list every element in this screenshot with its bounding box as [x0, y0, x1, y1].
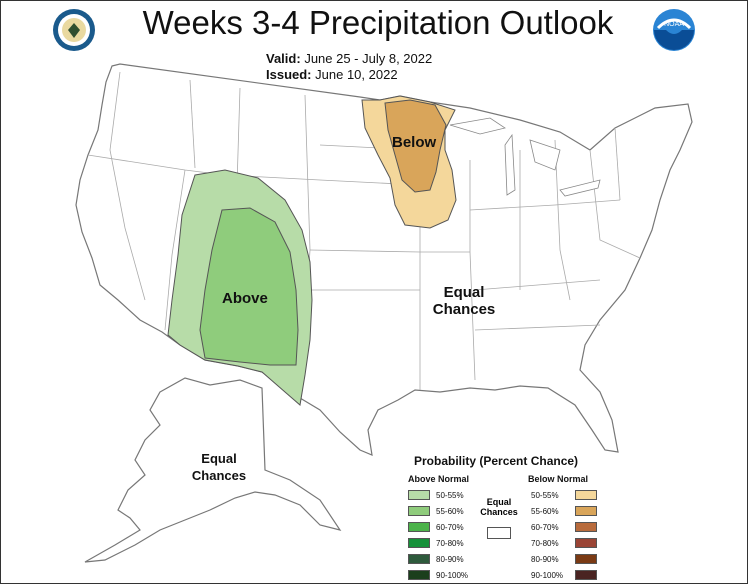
equal-chances-alaska-label: Equal Chances — [186, 450, 252, 484]
legend-above-row: 80-90% — [408, 554, 476, 564]
above-55-60-region — [199, 207, 299, 366]
equal-chances-alaska-line1: Equal — [201, 451, 237, 466]
legend-below-label: 55-60% — [531, 506, 559, 516]
legend-below-row: 50-55% — [531, 490, 597, 500]
legend-equal-line1: Equal — [486, 497, 512, 507]
alaska-outline — [84, 377, 342, 563]
noaa-logo-icon: NOAA — [653, 9, 695, 51]
legend-title: Probability (Percent Chance) — [414, 454, 579, 468]
legend-above-label: 70-80% — [436, 538, 464, 548]
equal-chances-alaska-line2: Chances — [191, 468, 247, 483]
legend-above-label: 80-90% — [436, 554, 464, 564]
legend-above-label: 90-100% — [436, 570, 469, 580]
legend-above-label: 55-60% — [436, 506, 464, 516]
issued-label: Issued: — [266, 67, 312, 82]
legend-below-row: 80-90% — [531, 554, 597, 564]
legend-below-swatch — [575, 490, 597, 500]
legend-below-swatch — [575, 554, 597, 564]
legend-below-label: 90-100% — [531, 570, 564, 580]
legend-above-label: 60-70% — [436, 522, 464, 532]
issued-date: Issued: June 10, 2022 — [266, 67, 398, 82]
legend-above-header: Above Normal — [408, 474, 470, 484]
legend-above-row: 70-80% — [408, 538, 476, 548]
legend-above-row: 50-55% — [408, 490, 476, 500]
legend-below-row: 70-80% — [531, 538, 597, 548]
legend-below-label: 70-80% — [531, 538, 559, 548]
legend-below-label: 80-90% — [531, 554, 559, 564]
legend-equal-chances-label: Equal Chances — [479, 497, 519, 517]
equal-chances-conus-line2: Chances — [432, 301, 496, 318]
legend-above-swatch — [408, 506, 430, 516]
legend-above-row: 60-70% — [408, 522, 476, 532]
legend-equal-chances-swatch — [487, 527, 511, 539]
legend-above-row: 90-100% — [408, 570, 476, 580]
page-title: Weeks 3-4 Precipitation Outlook — [142, 4, 614, 41]
issued-value: June 10, 2022 — [315, 67, 398, 82]
legend-above-swatch — [408, 570, 430, 580]
legend-above-swatch — [408, 522, 430, 532]
legend-above-swatch — [408, 538, 430, 548]
legend-below-row: 60-70% — [531, 522, 597, 532]
equal-chances-conus-line1: Equal — [443, 284, 485, 301]
legend-above-swatch — [408, 490, 430, 500]
legend-above-swatch — [408, 554, 430, 564]
below-55-60-region — [384, 99, 447, 193]
valid-label: Valid: — [266, 51, 301, 66]
legend-below-swatch — [575, 570, 597, 580]
legend-below-row: 90-100% — [531, 570, 597, 580]
legend-above-row: 55-60% — [408, 506, 476, 516]
below-label: Below — [392, 134, 437, 151]
legend-below-label: 50-55% — [531, 490, 559, 500]
valid-value: June 25 - July 8, 2022 — [304, 51, 433, 66]
legend-below-swatch — [575, 538, 597, 548]
legend-equal-line2: Chances — [480, 507, 518, 517]
equal-chances-conus-label: Equal Chances — [428, 284, 500, 318]
above-label: Above — [222, 290, 268, 307]
legend-below-swatch — [575, 522, 597, 532]
valid-dates: Valid: June 25 - July 8, 2022 — [266, 51, 432, 66]
legend-above-label: 50-55% — [436, 490, 464, 500]
great-lakes — [449, 117, 601, 197]
legend-below-header: Below Normal — [528, 474, 589, 484]
svg-text:NOAA: NOAA — [664, 21, 684, 28]
legend-below-swatch — [575, 506, 597, 516]
legend-below-row: 55-60% — [531, 506, 597, 516]
legend-below-label: 60-70% — [531, 522, 559, 532]
commerce-seal-icon — [53, 9, 95, 51]
